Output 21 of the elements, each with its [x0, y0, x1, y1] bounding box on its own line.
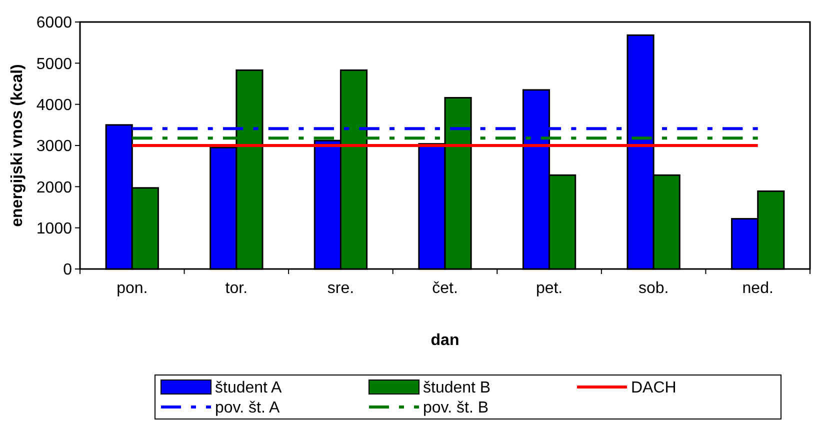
y-tick-label: 4000 [36, 96, 72, 114]
legend-label: pov. št. B [423, 400, 489, 417]
x-tick-label: čet. [432, 280, 458, 297]
y-tick-label: 2000 [36, 179, 72, 196]
x-axis-title: dan [430, 332, 460, 349]
x-tick-label: pon. [116, 280, 148, 297]
y-tick-label: 0 [63, 262, 72, 279]
y-tick-label: 5000 [36, 56, 72, 73]
x-tick-label: sob. [638, 280, 669, 297]
legend-label: DACH [631, 380, 676, 397]
legend-label: pov. št. A [215, 400, 280, 417]
y-tick-label: 6000 [36, 14, 72, 32]
y-axis-title: energijski vnos (kcal) [9, 64, 26, 227]
x-tick-label: pet. [536, 280, 563, 297]
y-tick-label: 3000 [36, 138, 72, 156]
x-tick-label: sre. [327, 280, 354, 297]
y-tick-label: 1000 [36, 220, 72, 238]
x-tick-label: ned. [742, 280, 774, 297]
x-tick-label: tor. [225, 280, 248, 297]
legend-label: študent B [423, 380, 491, 397]
legend-label: študent A [215, 380, 282, 397]
